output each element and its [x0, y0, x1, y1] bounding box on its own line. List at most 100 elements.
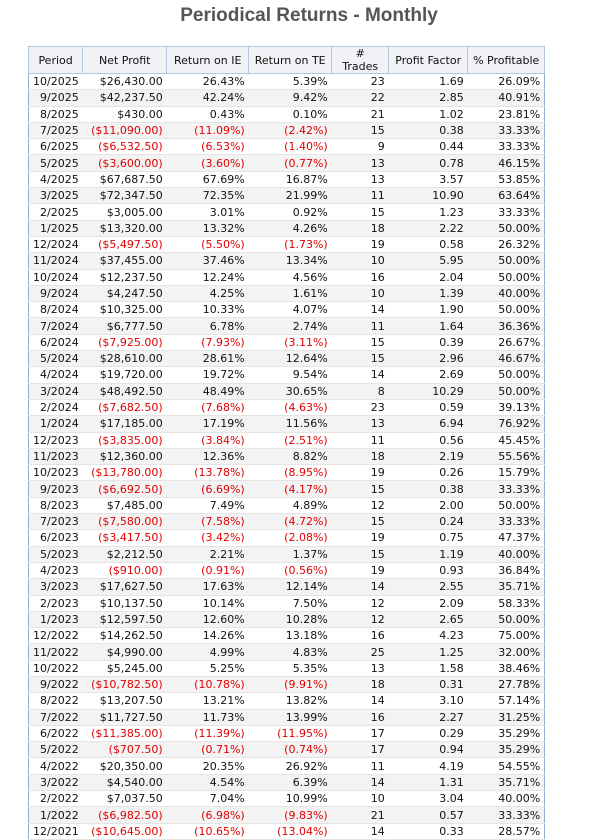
- cell-net-profit: ($7,580.00): [82, 513, 167, 531]
- cell-net-profit: $67,687.50: [82, 171, 167, 189]
- cell-profit-factor: 0.56: [388, 432, 468, 449]
- table-row: 4/2025 $67,687.50 67.69% 16.87% 13 3.57 53.85%: [28, 171, 545, 189]
- cell-profit-factor: 2.22: [388, 220, 468, 237]
- cell-pct-profitable: 53.85%: [467, 171, 545, 189]
- column-header-trades[interactable]: # Trades: [331, 46, 390, 74]
- cell-return-on-te: (2.08%): [248, 529, 332, 547]
- column-header-net-profit[interactable]: Net Profit: [82, 46, 168, 74]
- cell-return-on-te: 6.39%: [248, 774, 332, 792]
- cell-net-profit: ($11,385.00): [82, 725, 167, 743]
- table-row: 7/2024 $6,777.50 6.78% 2.74% 11 1.64 36.36%: [28, 317, 545, 335]
- cell-period: 12/2021: [28, 823, 83, 840]
- cell-net-profit: $7,037.50: [82, 790, 167, 808]
- cell-pct-profitable: 33.33%: [467, 513, 545, 531]
- cell-net-profit: $7,485.00: [82, 497, 167, 515]
- cell-return-on-ie: (0.71%): [166, 741, 249, 759]
- cell-profit-factor: 4.23: [388, 627, 468, 645]
- cell-profit-factor: 5.95: [388, 252, 468, 270]
- cell-period: 10/2024: [28, 269, 83, 286]
- table-row: 10/2023 ($13,780.00) (13.78%) (8.95%) 19 0.26…: [28, 464, 545, 482]
- cell-return-on-te: 4.26%: [248, 220, 332, 237]
- cell-profit-factor: 1.25: [388, 643, 468, 661]
- cell-return-on-te: (4.72%): [248, 513, 332, 531]
- cell-pct-profitable: 50.00%: [467, 497, 545, 515]
- cell-return-on-ie: 13.21%: [166, 692, 249, 710]
- cell-trades: 14: [331, 366, 389, 384]
- table-row: 11/2022 $4,990.00 4.99% 4.83% 25 1.25 32.00%: [28, 643, 545, 661]
- cell-trades: 23: [331, 73, 389, 91]
- cell-return-on-ie: 67.69%: [166, 171, 249, 189]
- cell-return-on-te: 11.56%: [248, 415, 332, 433]
- cell-profit-factor: 2.00: [388, 497, 468, 515]
- cell-trades: 12: [331, 611, 389, 629]
- column-header-pct-profitable[interactable]: % Profitable: [467, 46, 546, 74]
- cell-net-profit: ($6,692.50): [82, 480, 167, 498]
- cell-period: 12/2022: [28, 627, 83, 645]
- cell-net-profit: ($910.00): [82, 562, 167, 580]
- cell-net-profit: $10,325.00: [82, 301, 167, 319]
- cell-net-profit: $17,627.50: [82, 578, 167, 596]
- cell-return-on-te: 9.42%: [248, 89, 332, 107]
- table-row: 7/2022 $11,727.50 11.73% 13.99% 16 2.27 31.25%: [28, 709, 545, 726]
- cell-pct-profitable: 35.29%: [467, 741, 545, 759]
- cell-period: 6/2025: [28, 138, 83, 156]
- cell-pct-profitable: 27.78%: [467, 676, 545, 694]
- table-row: 12/2022 $14,262.50 14.26% 13.18% 16 4.23 75.00…: [28, 627, 545, 645]
- table-row: 1/2022 ($6,982.50) (6.98%) (9.83%) 21 0.57 33.…: [28, 806, 545, 824]
- cell-period: 6/2022: [28, 725, 83, 743]
- cell-profit-factor: 1.19: [388, 546, 468, 563]
- cell-return-on-ie: 4.99%: [166, 643, 249, 661]
- cell-trades: 12: [331, 595, 389, 612]
- cell-pct-profitable: 15.79%: [467, 464, 545, 482]
- cell-profit-factor: 4.19: [388, 757, 468, 775]
- cell-return-on-te: 7.50%: [248, 595, 332, 612]
- cell-trades: 15: [331, 513, 389, 531]
- cell-period: 9/2022: [28, 676, 83, 694]
- cell-pct-profitable: 50.00%: [467, 611, 545, 629]
- cell-return-on-te: (8.95%): [248, 464, 332, 482]
- table-row: 8/2025 $430.00 0.43% 0.10% 21 1.02 23.81%: [28, 106, 545, 123]
- cell-return-on-te: 13.18%: [248, 627, 332, 645]
- cell-trades: 14: [331, 823, 389, 840]
- table-row: 8/2023 $7,485.00 7.49% 4.89% 12 2.00 50.00%: [28, 497, 545, 515]
- cell-profit-factor: 0.94: [388, 741, 468, 759]
- cell-net-profit: $19,720.00: [82, 366, 167, 384]
- cell-net-profit: ($5,497.50): [82, 236, 167, 254]
- cell-profit-factor: 3.57: [388, 171, 468, 189]
- cell-net-profit: ($13,780.00): [82, 464, 167, 482]
- cell-trades: 13: [331, 171, 389, 189]
- cell-period: 5/2025: [28, 154, 83, 172]
- cell-return-on-te: 5.39%: [248, 73, 332, 91]
- cell-period: 2/2024: [28, 399, 83, 417]
- cell-return-on-ie: (6.53%): [166, 138, 249, 156]
- table-row: 7/2023 ($7,580.00) (7.58%) (4.72%) 15 0.24 33.…: [28, 513, 545, 531]
- cell-pct-profitable: 31.25%: [467, 709, 545, 726]
- table-row: 10/2025 $26,430.00 26.43% 5.39% 23 1.69 26.09%: [28, 73, 545, 91]
- cell-period: 11/2022: [28, 643, 83, 661]
- cell-return-on-te: (4.17%): [248, 480, 332, 498]
- cell-return-on-te: (0.77%): [248, 154, 332, 172]
- cell-period: 3/2023: [28, 578, 83, 596]
- cell-net-profit: ($10,782.50): [82, 676, 167, 694]
- cell-trades: 21: [331, 806, 389, 824]
- cell-return-on-ie: (7.58%): [166, 513, 249, 531]
- table-row: 3/2025 $72,347.50 72.35% 21.99% 11 10.90 63.64…: [28, 187, 545, 205]
- column-header-return-on-ie[interactable]: Return on IE: [166, 46, 250, 74]
- cell-return-on-ie: (6.69%): [166, 480, 249, 498]
- cell-pct-profitable: 33.33%: [467, 806, 545, 824]
- cell-return-on-te: (11.95%): [248, 725, 332, 743]
- cell-period: 11/2024: [28, 252, 83, 270]
- cell-net-profit: $26,430.00: [82, 73, 167, 91]
- cell-return-on-te: (0.74%): [248, 741, 332, 759]
- cell-net-profit: ($10,645.00): [82, 823, 167, 840]
- cell-trades: 14: [331, 692, 389, 710]
- table-row: 11/2023 $12,360.00 12.36% 8.82% 18 2.19 55.56%: [28, 448, 545, 466]
- cell-net-profit: $14,262.50: [82, 627, 167, 645]
- column-header-profit-factor[interactable]: Profit Factor: [388, 46, 469, 74]
- cell-return-on-ie: 28.61%: [166, 350, 249, 368]
- table-row: 2/2024 ($7,682.50) (7.68%) (4.63%) 23 0.59 39.…: [28, 399, 545, 417]
- cell-return-on-ie: 17.19%: [166, 415, 249, 433]
- table-row: 4/2024 $19,720.00 19.72% 9.54% 14 2.69 50.00%: [28, 366, 545, 384]
- column-header-return-on-te[interactable]: Return on TE: [248, 46, 333, 74]
- column-header-period[interactable]: Period: [27, 46, 84, 74]
